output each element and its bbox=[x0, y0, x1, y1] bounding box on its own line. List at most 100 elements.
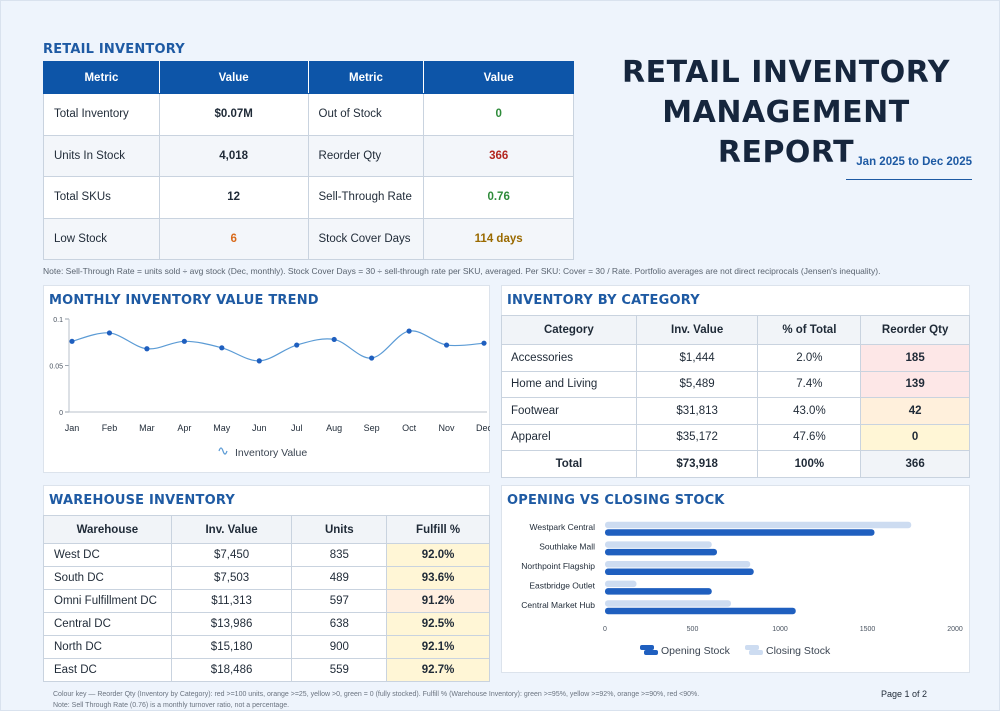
stock-card bbox=[501, 485, 970, 673]
report-title: RETAIL INVENTORY MANAGEMENT REPORT bbox=[601, 53, 971, 173]
warehouse-units: 638 bbox=[291, 612, 388, 636]
kpi-metric: Out of Stock bbox=[307, 93, 425, 136]
x-tick-label: 0 bbox=[603, 626, 607, 633]
kpi-value: 0 bbox=[423, 93, 574, 136]
kpi-table: Metric Value Metric Value Total Inventor… bbox=[43, 61, 574, 260]
data-point bbox=[69, 338, 75, 344]
category-name: Footwear bbox=[501, 397, 637, 425]
category-row: Accessories $1,444 2.0% 185 bbox=[501, 344, 970, 372]
warehouse-value: $18,486 bbox=[170, 658, 293, 682]
warehouse-name: Omni Fulfillment DC bbox=[43, 589, 172, 613]
x-tick-label: Aug bbox=[326, 423, 342, 433]
warehouse-row: West DC $7,450 835 92.0% bbox=[43, 543, 490, 567]
data-point bbox=[106, 330, 113, 336]
kpi-value: $0.07M bbox=[158, 93, 309, 136]
category-row: Footwear $31,813 43.0% 42 bbox=[501, 397, 970, 425]
warehouse-name: West DC bbox=[43, 543, 172, 567]
category-pct: 43.0% bbox=[757, 397, 862, 425]
warehouse-title: WAREHOUSE INVENTORY bbox=[49, 493, 235, 508]
warehouse-header-value: Inv. Value bbox=[170, 515, 293, 544]
x-tick-label: 2000 bbox=[947, 626, 963, 633]
warehouse-name: North DC bbox=[43, 635, 172, 659]
warehouse-units: 835 bbox=[291, 543, 388, 567]
report-period: Jan 2025 to Dec 2025 bbox=[856, 156, 972, 168]
kpi-row: Low Stock 6 Stock Cover Days 114 days bbox=[43, 217, 574, 260]
warehouse-table: Warehouse Inv. Value Units Fulfill % Wes… bbox=[43, 515, 490, 682]
warehouse-name: Central DC bbox=[43, 612, 172, 636]
kpi-metric: Stock Cover Days bbox=[307, 217, 425, 260]
category-row: Home and Living $5,489 7.4% 139 bbox=[501, 370, 970, 398]
warehouse-fulfill: 91.2% bbox=[386, 589, 490, 613]
data-point bbox=[256, 358, 262, 364]
trend-card bbox=[43, 285, 490, 473]
legend-swatch-opening-2 bbox=[644, 650, 658, 655]
category-name: Apparel bbox=[501, 423, 637, 451]
trend-chart: 0 0.05 0.1 Jan Feb Mar Apr May Jun Jul Aug Sep Oct No… bbox=[49, 317, 490, 459]
category-reorder: 139 bbox=[860, 370, 970, 398]
category-label: Central Market Hub bbox=[521, 600, 595, 610]
kpi-value: 6 bbox=[158, 217, 309, 260]
warehouse-header-fulfill: Fulfill % bbox=[386, 515, 490, 544]
kpi-value: 12 bbox=[158, 176, 309, 219]
category-reorder: 185 bbox=[860, 344, 970, 372]
bar-closing-stock bbox=[605, 521, 912, 529]
legend-swatch-closing-2 bbox=[749, 650, 763, 655]
category-label: Northpoint Flagship bbox=[521, 561, 595, 571]
warehouse-fulfill: 92.5% bbox=[386, 612, 490, 636]
warehouse-header-units: Units bbox=[291, 515, 388, 544]
x-tick-label: Sep bbox=[364, 423, 380, 433]
category-value: $1,444 bbox=[635, 344, 759, 372]
x-tick-label: 1000 bbox=[772, 626, 788, 633]
x-tick-label: Feb bbox=[102, 423, 118, 433]
kpi-header-value-2: Value bbox=[423, 61, 574, 94]
legend-label-closing: Closing Stock bbox=[766, 645, 831, 657]
warehouse-row: Omni Fulfillment DC $11,313 597 91.2% bbox=[43, 589, 490, 613]
category-header-reorder: Reorder Qty bbox=[860, 315, 970, 345]
data-point bbox=[481, 340, 487, 346]
data-point bbox=[443, 342, 450, 348]
category-header-pct: % of Total bbox=[757, 315, 862, 345]
bar-opening-stock bbox=[605, 588, 712, 595]
data-point bbox=[369, 355, 375, 361]
data-point bbox=[181, 338, 187, 344]
warehouse-units: 559 bbox=[291, 658, 388, 682]
warehouse-units: 900 bbox=[291, 635, 388, 659]
page-number: Page 1 of 2 bbox=[881, 689, 928, 699]
category-header-name: Category bbox=[501, 315, 637, 345]
y-tick-label: 0 bbox=[59, 410, 63, 417]
warehouse-row: Central DC $13,986 638 92.5% bbox=[43, 612, 490, 636]
stock-chart: 0 500 1000 1500 2000 Westpark Central Southlak… bbox=[521, 521, 963, 657]
bar-closing-stock bbox=[605, 541, 712, 548]
data-point bbox=[219, 345, 225, 351]
warehouse-name: East DC bbox=[43, 658, 172, 682]
warehouse-fulfill: 92.1% bbox=[386, 635, 490, 659]
x-tick-label: Apr bbox=[177, 423, 191, 433]
legend-swatch-closing bbox=[745, 645, 759, 650]
category-pct: 47.6% bbox=[757, 423, 862, 451]
warehouse-header-name: Warehouse bbox=[43, 515, 172, 544]
legend-label-inventory-value: Inventory Value bbox=[235, 447, 307, 459]
category-label: Eastbridge Outlet bbox=[529, 581, 595, 591]
trend-title: MONTHLY INVENTORY VALUE TREND bbox=[49, 293, 319, 308]
report-title-line-1: RETAIL INVENTORY bbox=[622, 55, 950, 90]
legend-label-opening: Opening Stock bbox=[661, 645, 731, 657]
warehouse-row: South DC $7,503 489 93.6% bbox=[43, 566, 490, 590]
kpi-value: 114 days bbox=[423, 217, 574, 260]
kpi-value: 4,018 bbox=[158, 134, 309, 177]
category-total-value: $73,918 bbox=[635, 450, 759, 478]
kpi-metric: Total Inventory bbox=[43, 93, 160, 136]
warehouse-row: North DC $15,180 900 92.1% bbox=[43, 635, 490, 659]
category-reorder: 42 bbox=[860, 397, 970, 425]
legend-swatch-opening bbox=[640, 645, 654, 650]
category-value: $31,813 bbox=[635, 397, 759, 425]
x-tick-label: Jun bbox=[252, 423, 267, 433]
x-tick-label: May bbox=[213, 423, 231, 433]
data-point bbox=[294, 342, 300, 348]
category-value: $5,489 bbox=[635, 370, 759, 398]
category-label: Southlake Mall bbox=[539, 541, 595, 551]
bar-closing-stock bbox=[605, 561, 751, 568]
bar-opening-stock bbox=[605, 568, 754, 575]
warehouse-fulfill: 92.7% bbox=[386, 658, 490, 682]
stock-title: OPENING VS CLOSING STOCK bbox=[507, 493, 725, 508]
